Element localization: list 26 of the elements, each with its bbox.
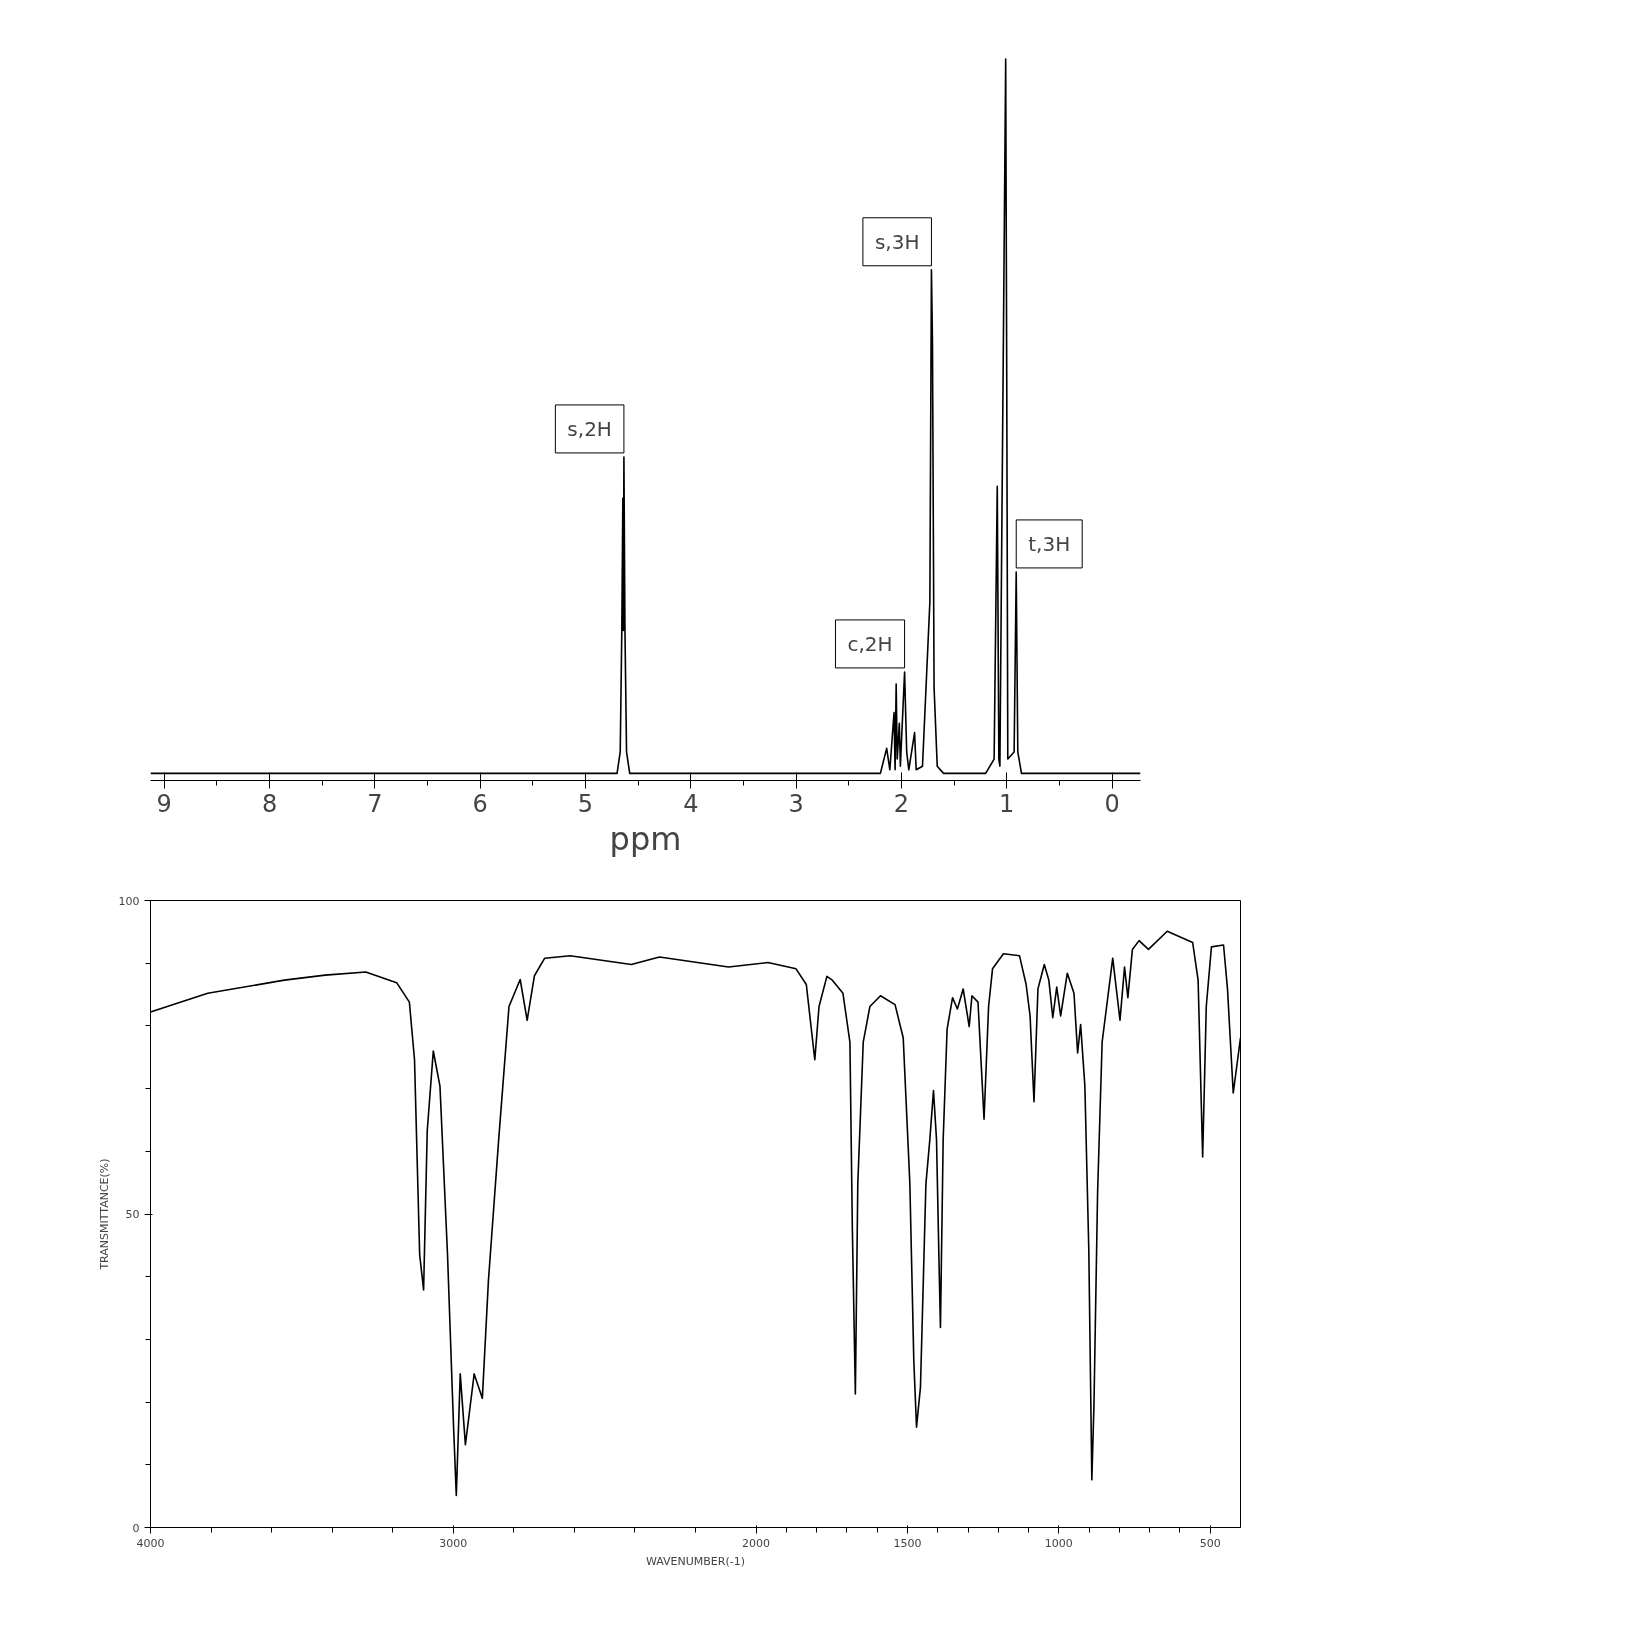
annotation: s,3H [874, 229, 920, 254]
x-tick-label: 3000 [439, 1536, 468, 1550]
y-axis-title: TRANSMITTANCE(%) [97, 1158, 111, 1271]
annotation: s,2H [567, 416, 612, 441]
x-tick-label: 4 [683, 789, 699, 818]
x-tick-label: 6 [472, 789, 488, 818]
y-tick-label: 50 [125, 1208, 140, 1221]
x-tick-label: 1000 [1044, 1536, 1073, 1550]
x-tick-label: 2 [893, 789, 910, 818]
x-tick-label: 8 [261, 789, 278, 818]
x-tick-label: 500 [1199, 1536, 1221, 1550]
annotation: t,3H [1028, 531, 1071, 556]
y-tick-label: 100 [118, 894, 140, 908]
x-tick-label: 1500 [893, 1536, 922, 1550]
x-tick-label: 5 [577, 789, 594, 818]
x-axis-title: ppm [609, 819, 682, 858]
annotation: c,2H [847, 631, 893, 656]
x-tick-label: 1 [999, 789, 1015, 818]
x-tick-label: 3 [788, 789, 804, 818]
x-axis-title: WAVENUMBER(-1) [645, 1554, 746, 1568]
x-tick-label: 7 [367, 789, 383, 818]
x-tick-label: 9 [156, 789, 172, 818]
x-tick-label: 0 [1104, 789, 1120, 818]
x-tick-label: 2000 [742, 1536, 771, 1550]
y-tick-label: 0 [132, 1521, 140, 1535]
x-tick-label: 4000 [136, 1536, 165, 1550]
